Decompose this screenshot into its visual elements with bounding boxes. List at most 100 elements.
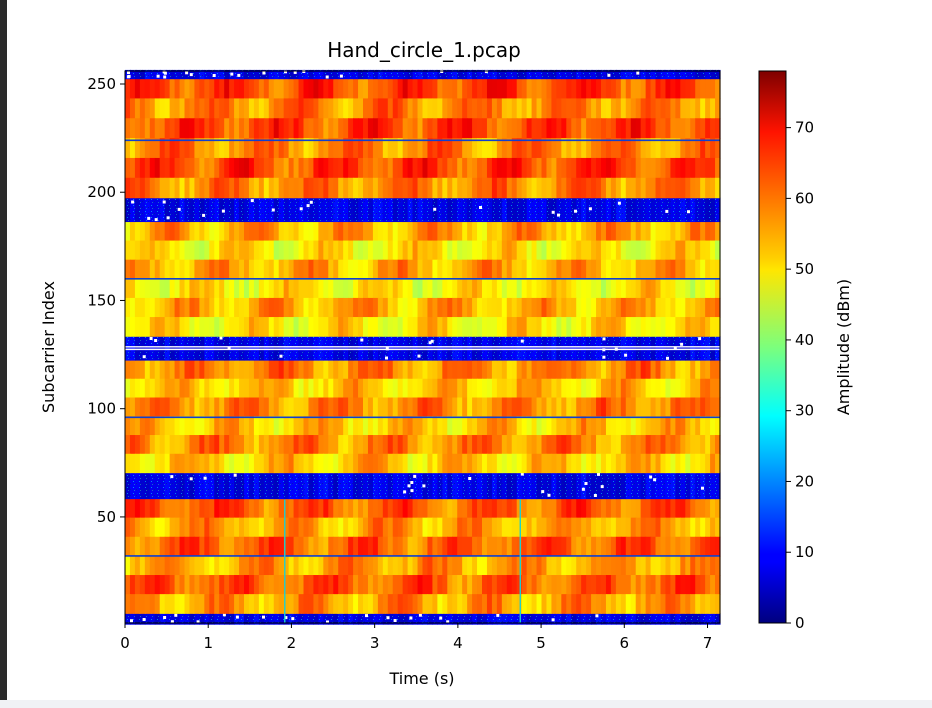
heatmap-cell [501, 575, 508, 595]
heatmap-cell [591, 575, 597, 595]
heatmap-cell [318, 359, 324, 380]
heatmap-cell [407, 78, 414, 100]
heatmap-cell [625, 118, 632, 139]
heatmap-cell [308, 416, 315, 436]
heatmap-cell [239, 575, 245, 595]
heatmap-cell [328, 221, 334, 242]
heatmap-cell [288, 498, 295, 519]
heatmap-cell [382, 157, 389, 179]
heatmap-cell [144, 138, 151, 159]
heatmap-cell [199, 594, 205, 614]
heatmap-cell [640, 416, 647, 436]
heatmap-cell [407, 536, 414, 557]
heatmap-cell [705, 240, 711, 261]
outlier-point [409, 616, 413, 620]
heatmap-cell [615, 397, 622, 417]
heatmap-cell [283, 397, 290, 417]
heatmap-cell [328, 575, 334, 595]
heatmap-cell [695, 278, 701, 299]
heatmap-cell [343, 416, 349, 436]
heatmap-cell [234, 118, 240, 139]
heatmap-cell [313, 221, 319, 242]
heatmap-cell [521, 555, 528, 576]
outlier-point [636, 71, 640, 75]
heatmap-cell [452, 594, 458, 614]
heatmap-cell [159, 98, 166, 119]
heatmap-cell [194, 359, 200, 380]
heatmap-cell [412, 138, 419, 159]
outlier-point [649, 475, 653, 479]
heatmap-cell [139, 98, 146, 119]
heatmap-cell [273, 378, 280, 399]
heatmap-cell [541, 138, 548, 159]
heatmap-cell [169, 98, 176, 119]
heatmap-cell [655, 555, 662, 576]
heatmap-cell [437, 240, 443, 261]
heatmap-cell [283, 138, 290, 159]
heatmap-cell [690, 297, 696, 318]
heatmap-cell [601, 118, 607, 139]
heatmap-cell [338, 575, 344, 595]
heatmap-cell [591, 594, 597, 614]
heatmap-cell [556, 317, 562, 337]
heatmap-cell [442, 517, 448, 538]
heatmap-cell [516, 240, 523, 261]
heatmap-cell [204, 98, 210, 119]
heatmap-cell [427, 98, 434, 119]
heatmap-cell [586, 157, 592, 179]
heatmap-cell [615, 278, 622, 299]
heatmap-cell [303, 177, 310, 199]
heatmap-cell [516, 594, 523, 614]
heatmap-cell [239, 240, 245, 261]
heatmap-cell [477, 138, 483, 159]
heatmap-cell [576, 435, 582, 455]
heatmap-cell [605, 555, 612, 576]
heatmap-cell [521, 594, 528, 614]
heatmap-cell [328, 416, 334, 436]
heatmap-cell [189, 278, 196, 299]
heatmap-cell [293, 221, 300, 242]
heatmap-cell [571, 575, 577, 595]
heatmap-cell [576, 397, 582, 417]
heatmap-cell [293, 278, 300, 299]
heatmap-cell [506, 498, 513, 519]
heatmap-cell [402, 594, 409, 614]
heatmap-cell [680, 453, 686, 474]
heatmap-cell [531, 416, 538, 436]
heatmap-cell [244, 297, 250, 318]
heatmap-cell [581, 118, 587, 139]
heatmap-cell [715, 378, 721, 399]
heatmap-cell [125, 157, 131, 179]
heatmap-cell [546, 536, 553, 557]
heatmap-cell [358, 453, 364, 474]
heatmap-cell [273, 517, 280, 538]
y-tick-label: 50 [97, 508, 116, 526]
heatmap-cell [596, 259, 602, 280]
heatmap-cell [174, 555, 181, 576]
heatmap-cell [705, 278, 711, 299]
heatmap-cell [675, 397, 681, 417]
heatmap-cell [486, 453, 493, 474]
heatmap-cell [625, 157, 632, 179]
outlier-point [602, 337, 606, 341]
heatmap-cell [442, 536, 448, 557]
heatmap-cell [343, 317, 349, 337]
heatmap-cell [447, 594, 453, 614]
heatmap-cell [526, 397, 533, 417]
heatmap-cell [139, 594, 146, 614]
heatmap-cell [288, 453, 295, 474]
heatmap-cell [134, 517, 141, 538]
heatmap-cell [665, 397, 672, 417]
outlier-point [433, 207, 437, 211]
heatmap-cell [531, 435, 538, 455]
heatmap-cell [367, 118, 374, 139]
heatmap-cell [234, 397, 240, 417]
heatmap-cell [149, 240, 156, 261]
heatmap-cell [298, 78, 305, 100]
heatmap-cell [125, 575, 131, 595]
heatmap-cell [318, 157, 324, 179]
heatmap-cell [541, 317, 548, 337]
heatmap-cell [695, 435, 701, 455]
heatmap-cell [516, 157, 523, 179]
heatmap-cell [184, 98, 191, 119]
